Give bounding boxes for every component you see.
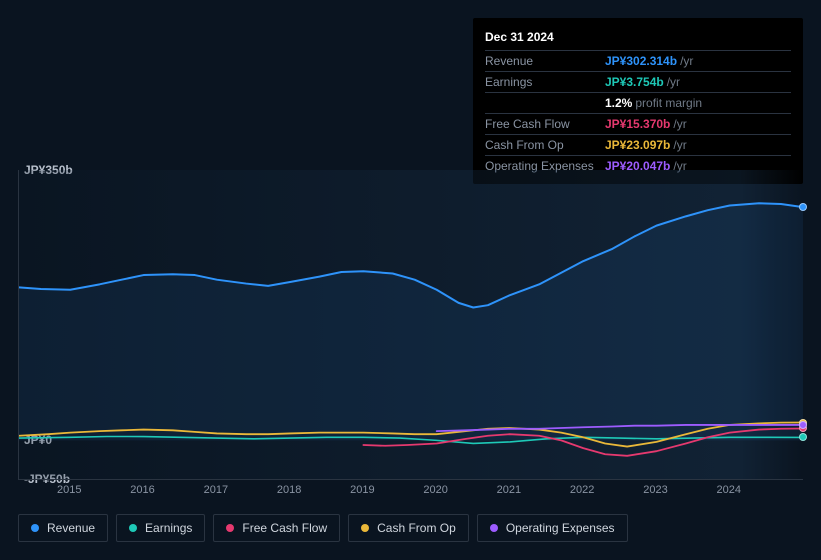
- xaxis-tick-label: 2017: [204, 484, 228, 496]
- tooltip-suffix: /yr: [680, 54, 693, 68]
- tooltip-label: [485, 96, 605, 110]
- legend-dot: [226, 524, 234, 532]
- legend-dot: [129, 524, 137, 532]
- chart-container: Dec 31 2024 RevenueJP¥302.314b/yrEarning…: [0, 0, 821, 560]
- xaxis-tick-label: 2016: [130, 484, 154, 496]
- xaxis-tick-label: 2023: [643, 484, 667, 496]
- legend-label: Earnings: [145, 521, 192, 535]
- series-end-marker: [799, 421, 807, 429]
- xaxis-tick-label: 2020: [423, 484, 447, 496]
- chart-area: JP¥350bJP¥0-JP¥50b 201520162017201820192…: [18, 160, 803, 500]
- tooltip-value: JP¥23.097b: [605, 138, 670, 152]
- legend-label: Cash From Op: [377, 521, 456, 535]
- legend-item-earnings[interactable]: Earnings: [116, 514, 205, 542]
- tooltip-row: EarningsJP¥3.754b/yr: [485, 71, 791, 92]
- tooltip-label: Cash From Op: [485, 138, 605, 152]
- legend-item-cash-from-op[interactable]: Cash From Op: [348, 514, 469, 542]
- tooltip-row: Free Cash FlowJP¥15.370b/yr: [485, 113, 791, 134]
- tooltip-value: JP¥302.314b: [605, 54, 677, 68]
- legend-label: Operating Expenses: [506, 521, 615, 535]
- legend-dot: [490, 524, 498, 532]
- tooltip-suffix: /yr: [673, 117, 686, 131]
- xaxis-tick-label: 2018: [277, 484, 301, 496]
- xaxis-tick-label: 2022: [570, 484, 594, 496]
- legend-item-revenue[interactable]: Revenue: [18, 514, 108, 542]
- xaxis-tick-label: 2024: [716, 484, 740, 496]
- series-end-marker: [799, 203, 807, 211]
- legend: Revenue Earnings Free Cash Flow Cash From O…: [18, 514, 628, 542]
- tooltip-value: JP¥15.370b: [605, 117, 670, 131]
- tooltip-suffix: /yr: [673, 138, 686, 152]
- series-end-marker: [799, 433, 807, 441]
- legend-dot: [31, 524, 39, 532]
- tooltip-suffix: /yr: [667, 75, 680, 89]
- tooltip-row: Cash From OpJP¥23.097b/yr: [485, 134, 791, 155]
- tooltip-value: JP¥3.754b: [605, 75, 664, 89]
- tooltip-suffix: profit margin: [635, 96, 702, 110]
- tooltip-date: Dec 31 2024: [485, 26, 791, 50]
- xaxis-tick-label: 2015: [57, 484, 81, 496]
- legend-item-operating-expenses[interactable]: Operating Expenses: [477, 514, 628, 542]
- plot-region[interactable]: [18, 170, 803, 480]
- xaxis-tick-label: 2021: [497, 484, 521, 496]
- tooltip-label: Free Cash Flow: [485, 117, 605, 131]
- tooltip-row: RevenueJP¥302.314b/yr: [485, 50, 791, 71]
- legend-label: Free Cash Flow: [242, 521, 327, 535]
- xaxis-tick-label: 2019: [350, 484, 374, 496]
- tooltip-value: 1.2%: [605, 96, 632, 110]
- legend-label: Revenue: [47, 521, 95, 535]
- tooltip-rows: RevenueJP¥302.314b/yrEarningsJP¥3.754b/y…: [485, 50, 791, 176]
- chart-svg: [19, 170, 803, 479]
- legend-item-free-cash-flow[interactable]: Free Cash Flow: [213, 514, 340, 542]
- tooltip-label: Revenue: [485, 54, 605, 68]
- tooltip-label: Earnings: [485, 75, 605, 89]
- xaxis: 2015 2016 2017 2018 2019 2020 2021 2022 2023 2024: [18, 480, 803, 500]
- legend-dot: [361, 524, 369, 532]
- tooltip-row: 1.2%profit margin: [485, 92, 791, 113]
